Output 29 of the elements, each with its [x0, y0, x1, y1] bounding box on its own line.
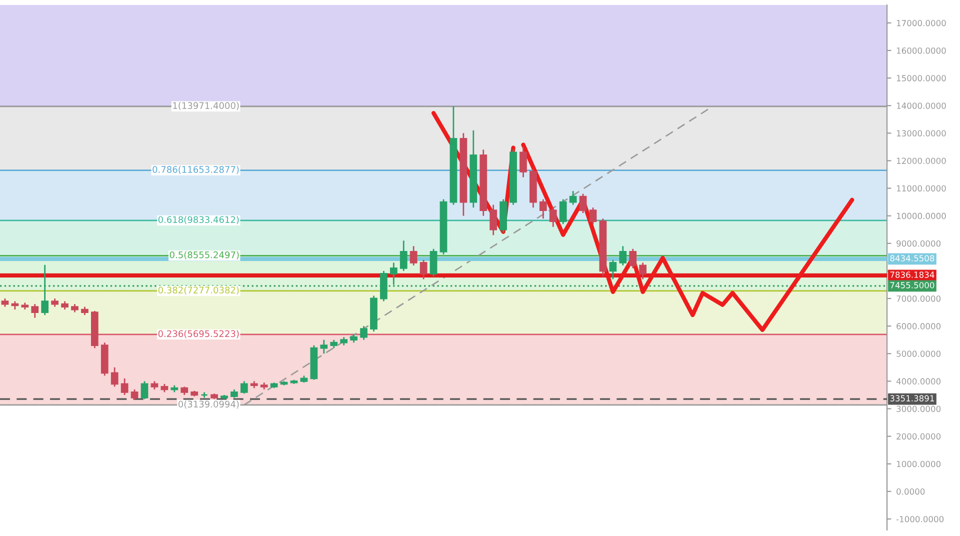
y-tick-label: 2000.0000 [896, 433, 941, 440]
y-tick-label: 4000.0000 [896, 378, 941, 384]
y-tick-label: 6000.0000 [896, 323, 941, 330]
y-tick-label: -1000.0000 [896, 516, 944, 522]
y-tick-label: 9000.0000 [896, 240, 941, 247]
ref-line-label: 0.618(9833.4612) [158, 216, 239, 224]
ref-line-label: 0.5(8555.2497) [170, 251, 239, 260]
y-tick-label: 7000.0000 [896, 295, 941, 302]
y-tick-label: 10000.0000 [896, 212, 946, 220]
y-tick-label: 0.0000 [896, 488, 925, 495]
ref-line-label: 0.786(11653.2877) [152, 166, 239, 174]
ref-line-label: 7455.5000 [890, 282, 934, 288]
y-tick-label: 14000.0000 [896, 102, 946, 109]
ref-line-label: 0.236(5695.5223) [158, 330, 239, 338]
y-tick-label: 5000.0000 [896, 350, 941, 357]
y-tick-label: 16000.0000 [896, 47, 946, 54]
ref-line-label: 7836.1834 [890, 272, 934, 278]
ref-line-label: 1(13971.4000) [173, 102, 239, 110]
y-tick-label: 11000.0000 [896, 185, 946, 192]
ref-line-label: 0.382(7277.0382) [158, 286, 239, 295]
y-tick-label: 3000.0000 [896, 406, 941, 412]
y-tick-label: 13000.0000 [896, 130, 946, 136]
y-tick-label: 15000.0000 [896, 75, 946, 82]
ref-line-label: 8434.5508 [890, 255, 934, 262]
y-tick-label: 17000.0000 [896, 20, 946, 26]
y-tick-label: 12000.0000 [896, 158, 946, 164]
y-tick-label: 1000.0000 [896, 460, 941, 468]
ref-line-label: 0(3139.0994) [178, 400, 239, 409]
ref-line-label: 3351.3891 [890, 395, 934, 402]
